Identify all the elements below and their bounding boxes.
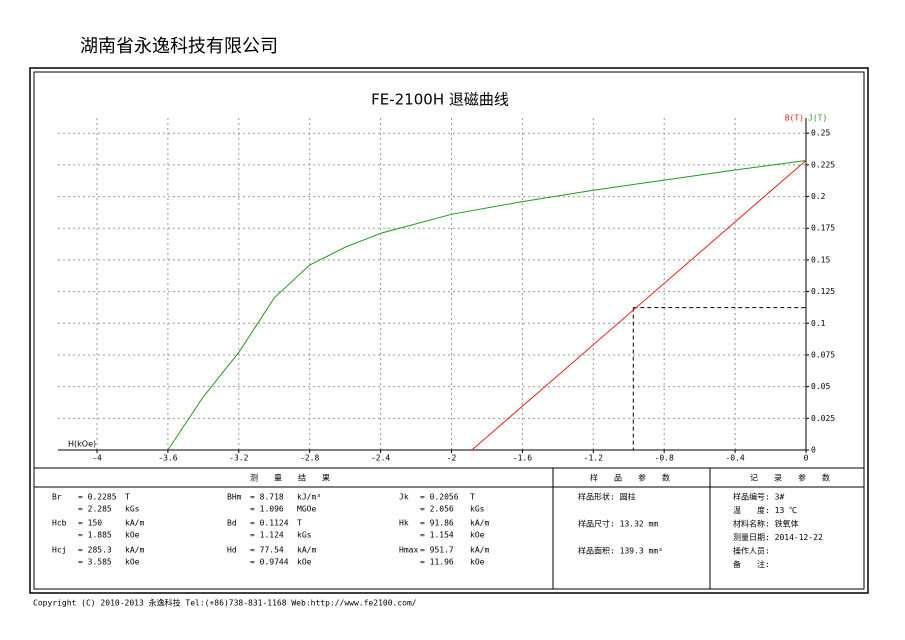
y-tick-label: 0.15 <box>811 255 830 264</box>
x-tick-label: -4 <box>92 454 102 463</box>
result-unit: kOe <box>125 558 140 567</box>
result-value: = 0.2285 <box>78 493 117 502</box>
result-value: = 91.86 <box>420 519 454 528</box>
sample-param: 样品形状: 圆柱 <box>578 492 636 502</box>
result-unit: MGOe <box>297 505 316 514</box>
table-header: 测 量 结 果 <box>250 473 330 483</box>
x-tick-label: -1.6 <box>513 454 532 463</box>
result-unit: kOe <box>125 531 140 540</box>
record-param: 样品编号: 3# <box>733 492 784 502</box>
result-unit: kGs <box>125 505 140 514</box>
result-name: Hmax <box>399 546 418 555</box>
result-value: = 3.585 <box>78 558 112 567</box>
y-tick-label: 0.2 <box>811 192 826 201</box>
record-param: 操作人员: <box>733 546 770 556</box>
sample-param: 样品尺寸: 13.32 mm <box>578 519 658 529</box>
result-value: = 1.885 <box>78 531 112 540</box>
inner-frame <box>33 71 865 590</box>
x-axis-label: H(kOe) <box>68 440 96 449</box>
table-header: 样 品 参 数 <box>590 473 670 483</box>
result-unit: kA/m <box>125 546 144 555</box>
result-unit: T <box>297 519 302 528</box>
result-name: BHm <box>227 493 242 502</box>
result-value: = 11.96 <box>420 558 454 567</box>
result-name: Hk <box>399 519 409 528</box>
result-value: = 285.3 <box>78 546 112 555</box>
result-unit: kGs <box>470 505 485 514</box>
result-unit: kA/m <box>125 519 144 528</box>
x-tick-label: -1.2 <box>584 454 603 463</box>
series-line <box>471 160 807 451</box>
result-value: = 1.154 <box>420 531 454 540</box>
y-tick-label: 0.225 <box>811 160 835 169</box>
y-tick-label: 0.025 <box>811 414 835 423</box>
result-value: = 2.285 <box>78 505 112 514</box>
outer-frame <box>29 67 869 594</box>
y-tick-label: 0.05 <box>811 382 830 391</box>
chart-title: FE-2100H 退磁曲线 <box>371 91 509 109</box>
record-param: 备 注: <box>733 559 770 569</box>
x-tick-label: -2.4 <box>371 454 390 463</box>
result-value: = 1.124 <box>250 531 284 540</box>
y-tick-label: 0.075 <box>811 350 835 359</box>
result-name: Jk <box>399 493 409 502</box>
result-name: Hcb <box>52 519 67 528</box>
x-tick-label: -2.8 <box>300 454 319 463</box>
legend-entry: B(T) <box>785 114 804 123</box>
x-tick-label: -3.6 <box>158 454 177 463</box>
result-unit: kOe <box>470 558 485 567</box>
x-tick-label: -3.2 <box>229 454 248 463</box>
y-tick-label: 0 <box>811 446 816 455</box>
result-name: Br <box>52 493 62 502</box>
result-unit: kGs <box>297 531 312 540</box>
footer: Copyright (C) 2010-2013 永逸科技 Tel:(+86)73… <box>33 598 417 608</box>
y-tick-label: 0.25 <box>811 129 830 138</box>
table-header: 记 录 参 数 <box>750 473 830 483</box>
record-param: 温 度: 13 ℃ <box>733 505 797 515</box>
sample-param: 样品面积: 139.3 mm² <box>578 546 663 556</box>
result-unit: T <box>470 493 475 502</box>
y-tick-label: 0.125 <box>811 287 835 296</box>
result-unit: kOe <box>470 531 485 540</box>
result-value: = 2.056 <box>420 505 454 514</box>
result-name: Hcj <box>52 546 66 555</box>
company: 湖南省永逸科技有限公司 <box>80 36 278 57</box>
result-unit: kJ/m³ <box>297 493 321 502</box>
result-value: = 0.9744 <box>250 558 289 567</box>
result-unit: kA/m <box>470 546 489 555</box>
y-tick-label: 0.175 <box>811 224 835 233</box>
result-unit: kA/m <box>297 546 316 555</box>
result-value: = 0.2056 <box>420 493 459 502</box>
result-value: = 8.718 <box>250 493 284 502</box>
result-value: = 0.1124 <box>250 519 289 528</box>
result-name: Hd <box>227 546 237 555</box>
x-tick-label: 0 <box>804 454 809 463</box>
record-param: 测量日期: 2014-12-22 <box>733 533 823 542</box>
y-tick-label: 0.1 <box>811 319 826 328</box>
record-param: 材料名称: 铁氧体 <box>733 519 799 529</box>
x-tick-label: -0.8 <box>655 454 674 463</box>
result-value: = 951.7 <box>420 546 454 555</box>
result-unit: kOe <box>297 558 312 567</box>
result-value: = 1.096 <box>250 505 284 514</box>
result-unit: kA/m <box>470 519 489 528</box>
result-value: = 77.54 <box>250 546 284 555</box>
legend-entry: J(T) <box>808 114 827 123</box>
result-value: = 150 <box>78 519 102 528</box>
result-name: Bd <box>227 519 237 528</box>
x-tick-label: -2 <box>447 454 457 463</box>
series-line <box>167 159 807 451</box>
result-unit: T <box>125 493 130 502</box>
x-tick-label: -0.4 <box>725 454 744 463</box>
